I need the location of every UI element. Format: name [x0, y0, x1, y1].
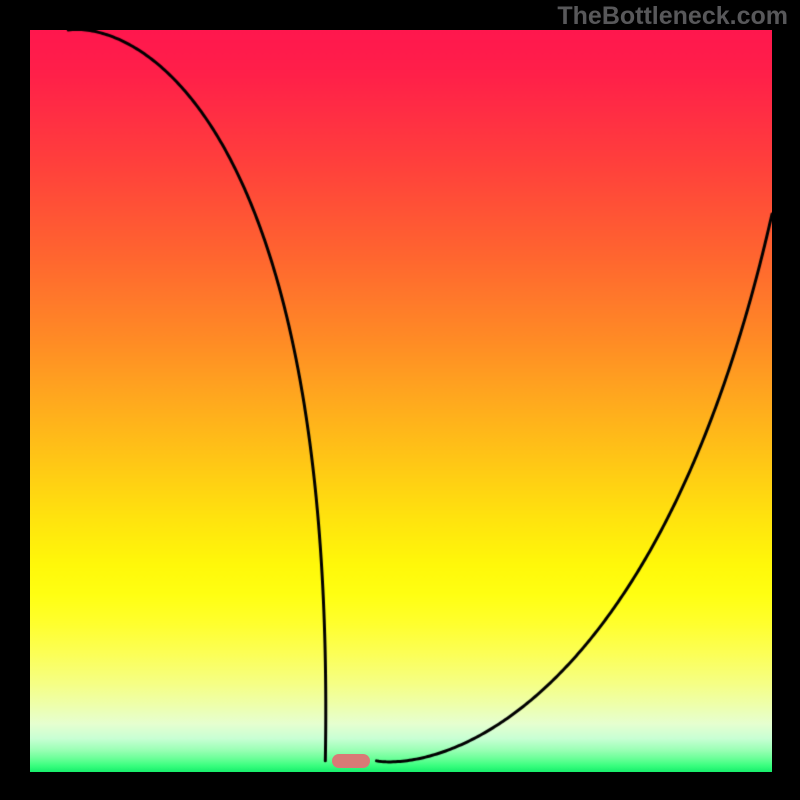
- plot-area: [30, 30, 772, 772]
- chart-container: TheBottleneck.com: [0, 0, 800, 800]
- watermark-text: TheBottleneck.com: [557, 2, 788, 31]
- optimum-marker: [332, 754, 370, 768]
- bottleneck-curve: [30, 30, 772, 772]
